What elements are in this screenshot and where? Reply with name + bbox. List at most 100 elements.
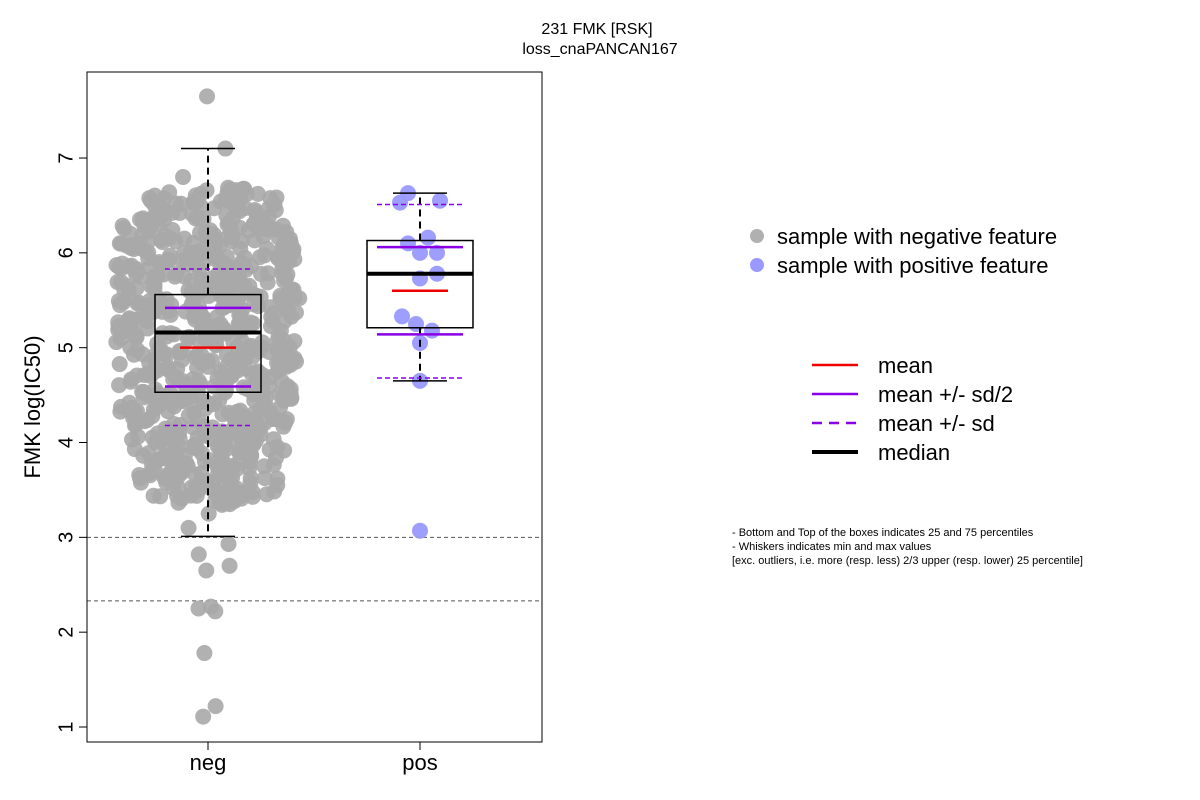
neg-sample-point [251, 420, 268, 437]
pos-sample-point [420, 229, 436, 246]
pos-sample-point [412, 244, 428, 261]
note-line: - Bottom and Top of the boxes indicates … [732, 527, 1034, 539]
neg-sample-point [157, 467, 174, 484]
neg-sample-point [276, 442, 293, 459]
neg-sample-point [258, 240, 275, 257]
neg-sample-point [176, 230, 193, 247]
neg-sample-point [220, 179, 237, 196]
legend-line-label: mean +/- sd/2 [878, 382, 1013, 407]
pos-sample-point [432, 192, 448, 209]
legend-point-label: sample with negative feature [777, 224, 1057, 249]
x-tick-label: pos [402, 750, 437, 775]
neg-sample-point [111, 259, 128, 276]
iqr-box [154, 293, 262, 394]
y-axis-label: FMK log(IC50) [20, 335, 45, 478]
legend-line-label: mean +/- sd [878, 411, 995, 436]
neg-sample-point [155, 448, 172, 465]
y-tick-label: 5 [55, 342, 77, 353]
y-axis: 1 2 3 4 5 6 7 [55, 152, 87, 733]
boxes [154, 147, 474, 538]
y-tick-label: 1 [55, 721, 77, 732]
legend-point-marker [750, 258, 764, 272]
neg-sample-point [111, 356, 128, 373]
sample-points [108, 88, 448, 725]
y-tick-label: 3 [55, 532, 77, 543]
neg-sample-point [199, 88, 216, 105]
neg-sample-point [173, 195, 190, 212]
neg-sample-point [273, 353, 290, 370]
legend-point-label: sample with positive feature [777, 253, 1048, 278]
neg-sample-point [189, 429, 206, 446]
neg-sample-point [220, 535, 237, 552]
neg-sample-point [175, 168, 192, 185]
neg-sample-point [239, 410, 256, 427]
chart-subtitle: loss_cnaPANCAN167 [522, 41, 677, 58]
neg-sample-point [132, 211, 149, 228]
neg-sample-point [132, 268, 149, 285]
note-line: [exc. outliers, i.e. more (resp. less) 2… [732, 555, 1083, 567]
legend-line-label: median [878, 440, 950, 465]
neg-sample-point [180, 519, 197, 536]
neg-sample-point [207, 698, 224, 715]
neg-sample-point [131, 466, 148, 483]
neg-sample-point [121, 310, 138, 327]
neg-sample-point [121, 394, 138, 411]
neg-sample-point [229, 202, 246, 219]
y-tick-label: 2 [55, 627, 77, 638]
neg-sample-point [168, 265, 185, 282]
neg-sample-point [161, 184, 178, 201]
neg-sample-point [238, 186, 255, 203]
pos-sample-point [408, 315, 424, 332]
neg-sample-point [141, 190, 158, 207]
x-axis: neg pos [190, 742, 438, 775]
x-tick-label: neg [190, 750, 227, 775]
neg-sample-point [269, 477, 286, 494]
neg-sample-point [246, 201, 263, 218]
neg-sample-point [252, 401, 269, 418]
neg-sample-point [256, 470, 273, 487]
neg-sample-point [190, 372, 207, 389]
neg-sample-point [209, 486, 226, 503]
neg-sample-point [111, 235, 128, 252]
neg-sample-point [236, 249, 253, 266]
neg-sample-point [265, 431, 282, 448]
y-tick-label: 7 [55, 152, 77, 163]
chart-title: 231 FMK [RSK] [541, 21, 652, 38]
neg-sample-point [249, 185, 266, 202]
neg-sample-point [190, 546, 207, 563]
neg-sample-point [163, 391, 180, 408]
neg-sample-point [230, 315, 247, 332]
reference-lines [87, 536, 542, 602]
neg-sample-point [114, 217, 131, 234]
neg-sample-point [249, 382, 266, 399]
neg-sample-point [245, 216, 262, 233]
neg-sample-point [195, 708, 212, 725]
neg-sample-point [192, 224, 209, 241]
neg-sample-point [109, 274, 126, 291]
iqr-box [366, 239, 474, 329]
y-tick-label: 4 [55, 437, 77, 448]
legend-line-label: mean [878, 353, 933, 378]
neg-sample-point [190, 600, 207, 617]
legend: sample with negative feature sample with … [750, 224, 1057, 465]
neg-sample-point [256, 458, 273, 475]
neg-sample-point [248, 287, 265, 304]
neg-sample-point [197, 240, 214, 257]
pos-sample-point [429, 244, 445, 261]
neg-sample-point [188, 347, 205, 364]
pos-sample-point [412, 522, 428, 539]
neg-sample-point [196, 645, 213, 662]
pos-sample-point [394, 308, 410, 325]
legend-point-marker [750, 229, 764, 243]
neg-sample-point [236, 278, 253, 295]
neg-sample-point [198, 182, 215, 199]
neg-sample-point [254, 334, 271, 351]
neg-sample-point [221, 557, 238, 574]
neg-sample-point [207, 603, 224, 620]
y-tick-label: 6 [55, 247, 77, 258]
neg-sample-point [262, 190, 279, 207]
notes: - Bottom and Top of the boxes indicates … [732, 527, 1083, 567]
neg-sample-point [221, 496, 238, 513]
neg-sample-point [275, 217, 292, 234]
